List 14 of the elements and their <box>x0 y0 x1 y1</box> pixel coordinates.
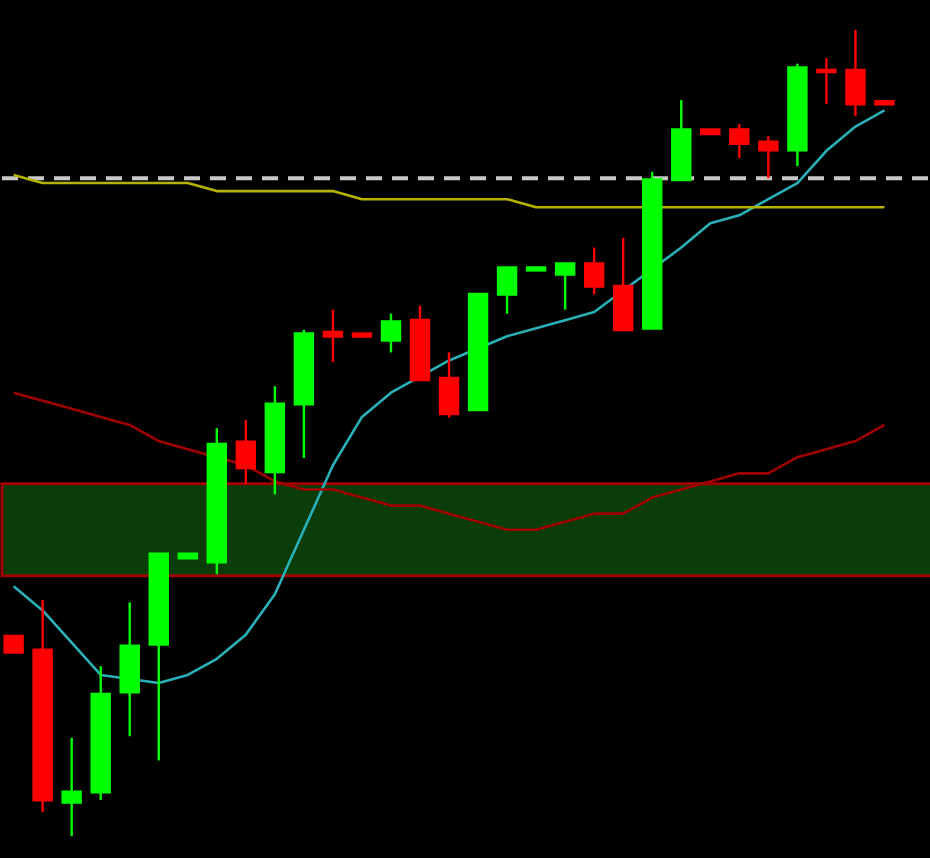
candlestick <box>554 262 576 311</box>
candlestick <box>729 122 750 160</box>
candlestick <box>322 308 344 364</box>
candlestick <box>380 312 402 354</box>
candlestick <box>816 56 837 106</box>
candlestick <box>119 601 140 738</box>
candlestick <box>613 236 634 332</box>
candlestick <box>235 418 257 486</box>
candlestick <box>845 28 866 118</box>
candlestick <box>61 736 82 838</box>
candlestick <box>583 246 605 296</box>
candlestick <box>496 266 518 315</box>
candlestick <box>758 135 779 180</box>
candlestick <box>438 351 460 419</box>
